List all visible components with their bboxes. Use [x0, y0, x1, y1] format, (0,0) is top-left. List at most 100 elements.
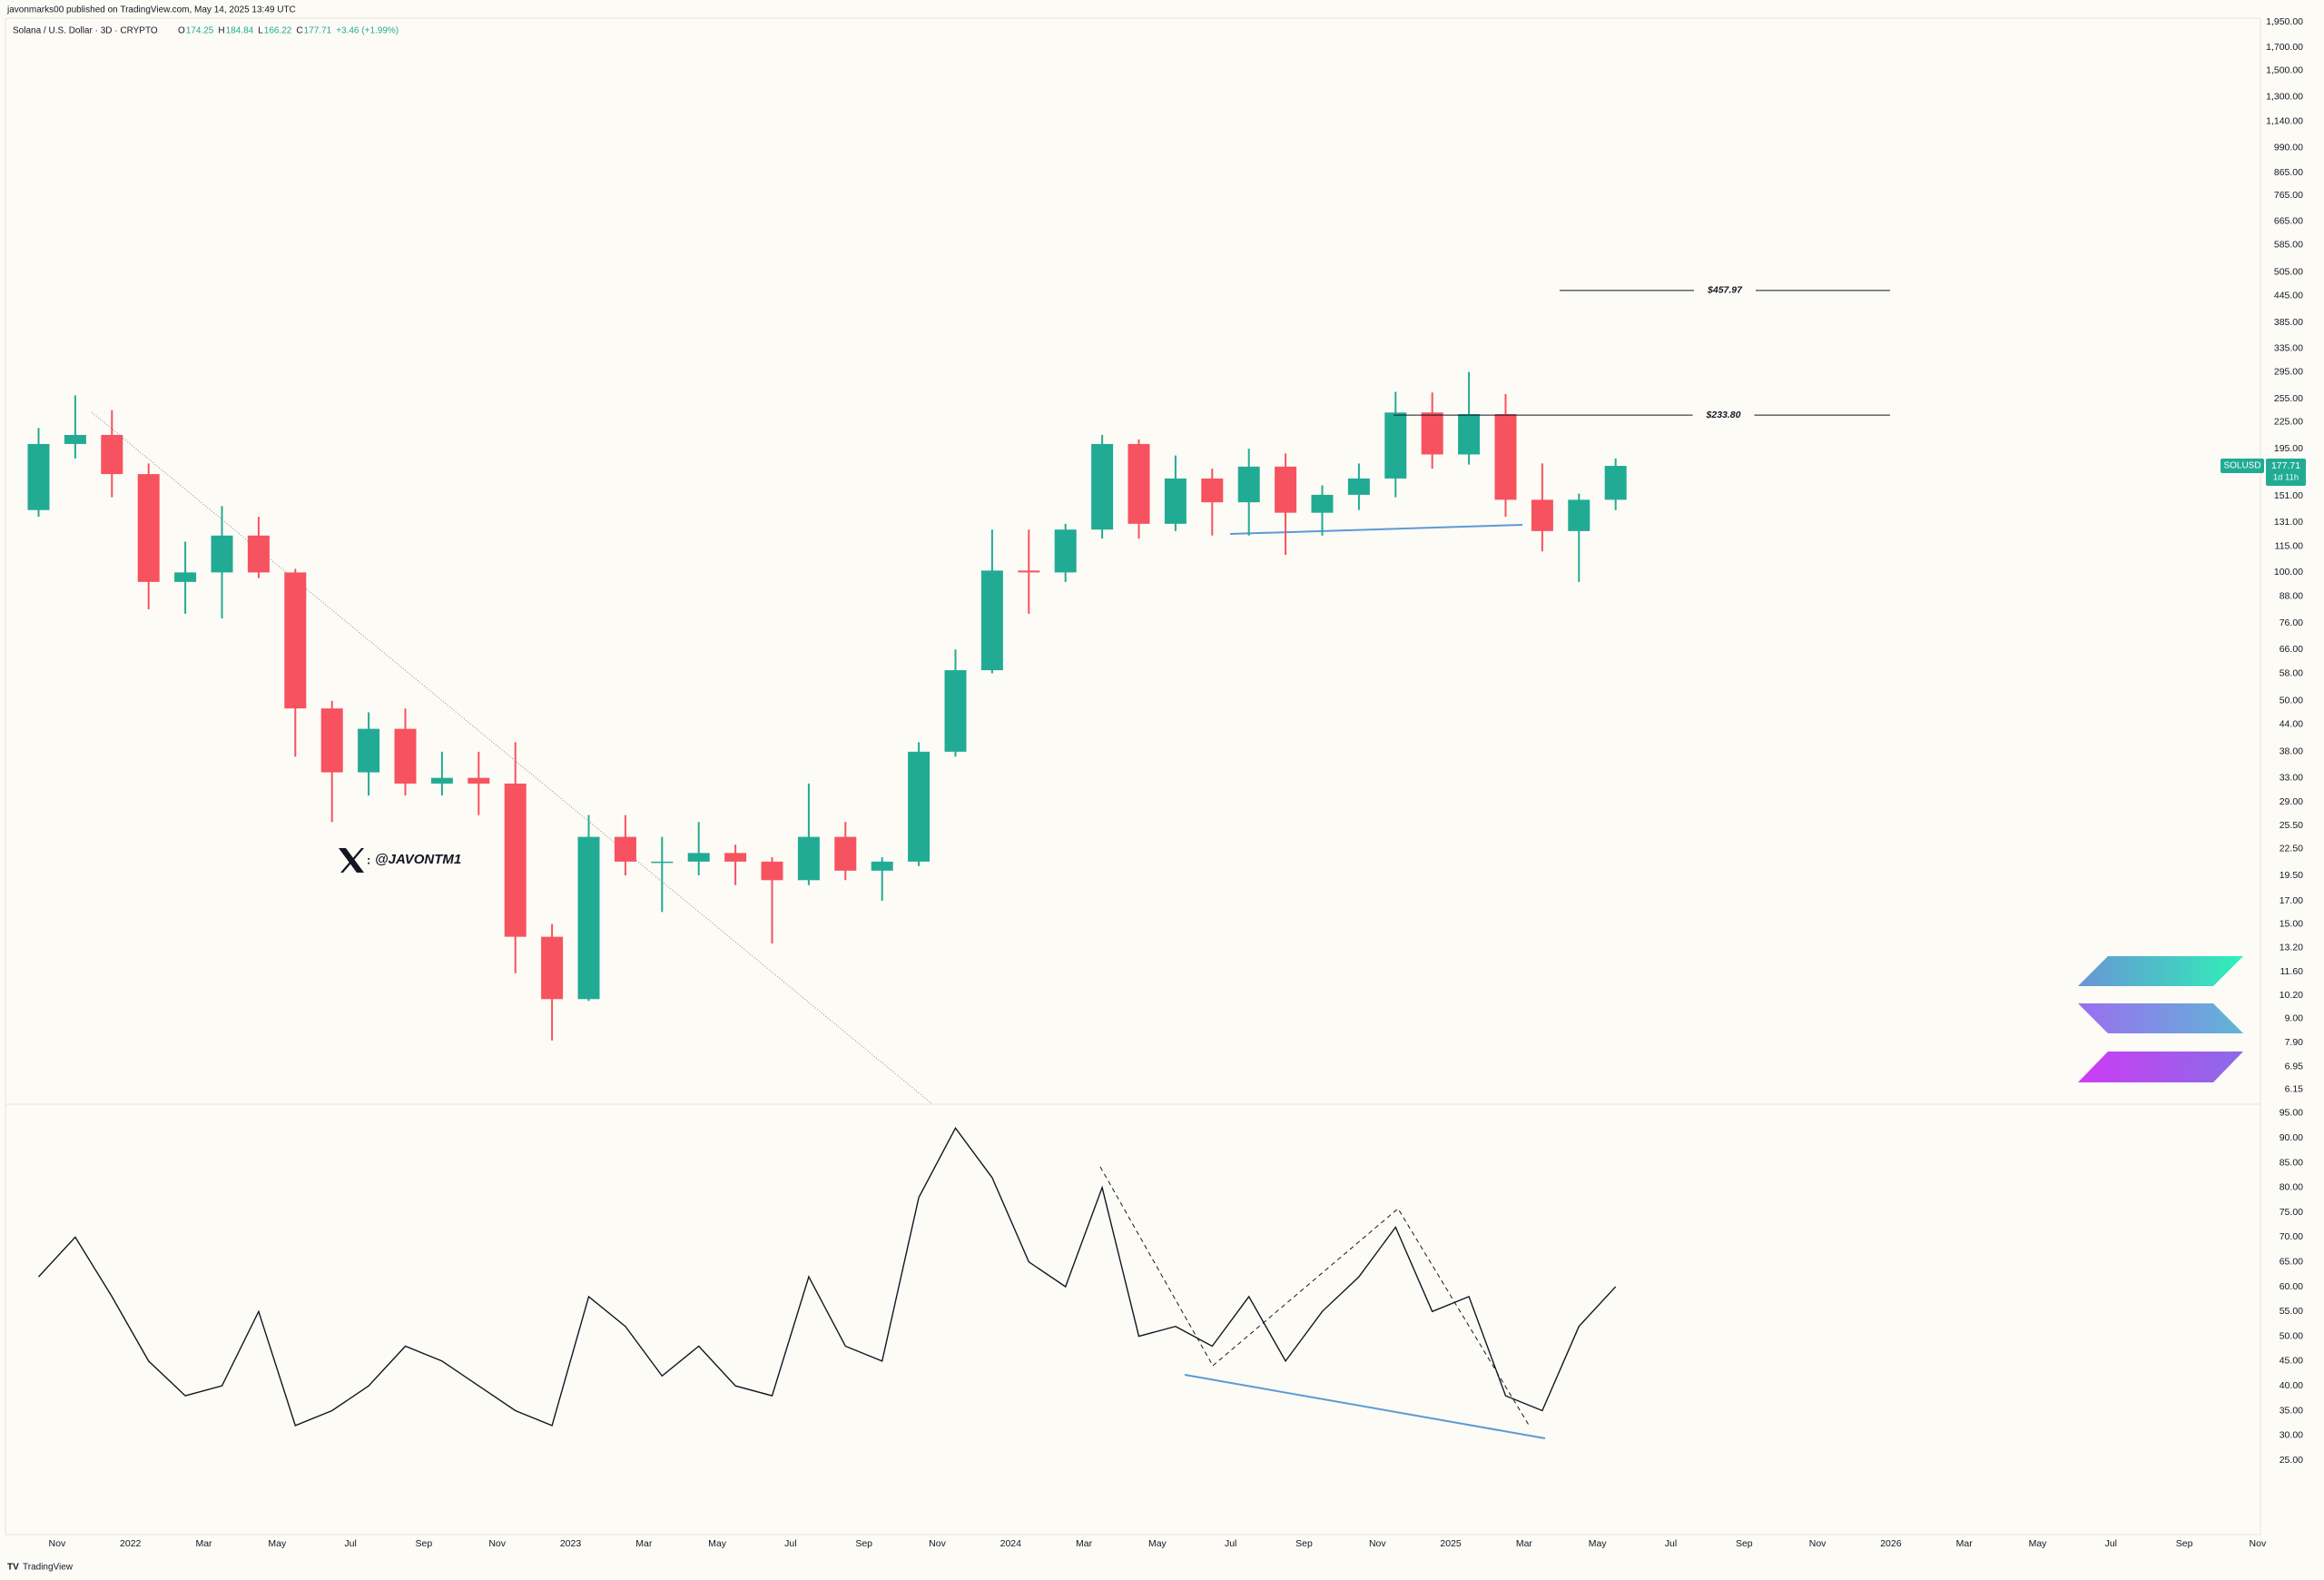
y-tick-label: 195.00	[2274, 443, 2303, 454]
candle-body	[1494, 414, 1517, 500]
candle-body	[504, 783, 527, 937]
y-tick-label: 385.00	[2274, 317, 2303, 328]
y-tick-label: 13.20	[2280, 942, 2303, 953]
candle-body	[761, 861, 783, 881]
change: +3.46 (+1.99%)	[336, 26, 399, 36]
level-label: $233.80	[1706, 410, 1741, 420]
x-tick-label: Mar	[195, 1538, 212, 1549]
y-tick-label: 40.00	[2280, 1380, 2303, 1391]
candle-body	[577, 836, 600, 1000]
y-tick-label: 11.60	[2280, 966, 2304, 977]
y-tick-label: 66.00	[2280, 644, 2303, 655]
y-tick-label: 990.00	[2274, 142, 2303, 153]
candle-body	[724, 853, 747, 862]
y-tick-label: 75.00	[2280, 1207, 2303, 1218]
support-line	[1229, 524, 1523, 535]
level-label-bg	[1694, 282, 1756, 298]
ohlc-value: 166.22	[264, 26, 292, 36]
y-tick-label: 38.00	[2280, 746, 2303, 757]
y-tick-label: 45.00	[2280, 1356, 2303, 1367]
candle-body	[687, 853, 710, 862]
y-tick-label: 50.00	[2280, 696, 2303, 706]
rsi-dashed-line	[1099, 1166, 1214, 1367]
y-tick-label: 100.00	[2274, 567, 2303, 578]
x-tick-label: Mar	[1956, 1538, 1974, 1549]
y-tick-label: 131.00	[2274, 517, 2303, 528]
candle-body	[1311, 494, 1334, 513]
candle-body	[834, 836, 857, 871]
y-tick-label: 865.00	[2274, 167, 2303, 178]
candle-body	[944, 670, 967, 752]
x-tick-label: Jul	[1665, 1538, 1677, 1549]
y-tick-label: 15.00	[2280, 918, 2303, 929]
ohlc-value: 184.84	[226, 26, 254, 36]
candle-body	[980, 570, 1003, 671]
ohlc-value: 177.71	[304, 26, 332, 36]
candle-body	[871, 861, 893, 871]
y-tick-label: 1,700.00	[2266, 42, 2303, 53]
y-tick-label: 44.00	[2280, 719, 2303, 730]
ohlc-key: O	[178, 26, 185, 36]
y-tick-label: 225.00	[2274, 417, 2303, 428]
x-tick-label: 2026	[1880, 1538, 1902, 1549]
candle-body	[651, 861, 674, 864]
symbol: Solana / U.S. Dollar · 3D · CRYPTO	[13, 26, 158, 36]
candle-body	[614, 836, 636, 862]
x-tick-label: Sep	[2176, 1538, 2193, 1549]
y-tick-label: 60.00	[2280, 1281, 2303, 1292]
y-tick-label: 1,950.00	[2266, 16, 2303, 27]
candle-body	[1164, 478, 1187, 524]
candle-body	[797, 836, 820, 881]
x-tick-label: Sep	[416, 1538, 433, 1549]
candle-body	[211, 535, 233, 573]
candle-body	[1054, 529, 1077, 573]
ohlc-key: H	[218, 26, 224, 36]
x-tick-label: May	[1148, 1538, 1167, 1549]
ohlc-key: L	[258, 26, 263, 36]
colon: :	[367, 853, 370, 866]
candle-body	[247, 535, 270, 573]
candle-body	[908, 751, 931, 862]
x-tick-label: May	[1589, 1538, 1608, 1549]
y-tick-label: 7.90	[2285, 1037, 2304, 1048]
candle-body	[64, 434, 86, 444]
y-tick-label: 151.00	[2274, 490, 2303, 501]
published-note: javonmarks00 published on TradingView.co…	[6, 5, 296, 15]
candle-body	[1275, 466, 1297, 513]
ohlc-key: C	[296, 26, 302, 36]
x-tick-label: Mar	[635, 1538, 653, 1549]
candle-body	[1384, 412, 1407, 479]
candle-body	[1018, 570, 1040, 573]
ticker-tag-text: SOLUSD	[2223, 461, 2260, 471]
price-tag-text: 177.71	[2271, 460, 2300, 471]
y-tick-label: 6.15	[2285, 1083, 2304, 1094]
candle-body	[1347, 478, 1370, 495]
y-tick-label: 6.95	[2285, 1061, 2304, 1071]
candle-body	[358, 728, 380, 773]
solana-logo	[2078, 956, 2243, 1082]
rsi-line	[37, 1126, 1617, 1427]
y-tick-label: 765.00	[2274, 190, 2303, 201]
candle-body	[137, 474, 160, 582]
x-tick-label: Nov	[1369, 1538, 1386, 1549]
candle-body	[430, 777, 453, 784]
x-tick-label: Nov	[2250, 1538, 2267, 1549]
y-tick-label: 335.00	[2274, 342, 2303, 353]
x-tick-label: Nov	[1809, 1538, 1827, 1549]
footer-logo: TV	[7, 1563, 19, 1573]
y-tick-label: 33.00	[2280, 772, 2303, 783]
x-tick-label: Sep	[1736, 1538, 1753, 1549]
rsi-divergence-line	[1184, 1374, 1546, 1439]
y-tick-label: 88.00	[2280, 590, 2303, 601]
x-tick-label: 2024	[1000, 1538, 1022, 1549]
candle-body	[1421, 412, 1443, 455]
x-tick-label: Nov	[488, 1538, 506, 1549]
candle-body	[1091, 443, 1114, 530]
y-tick-label: 1,500.00	[2266, 65, 2303, 76]
y-tick-label: 22.50	[2280, 844, 2303, 854]
x-tick-label: May	[708, 1538, 727, 1549]
x-tick-label: 2023	[560, 1538, 582, 1549]
